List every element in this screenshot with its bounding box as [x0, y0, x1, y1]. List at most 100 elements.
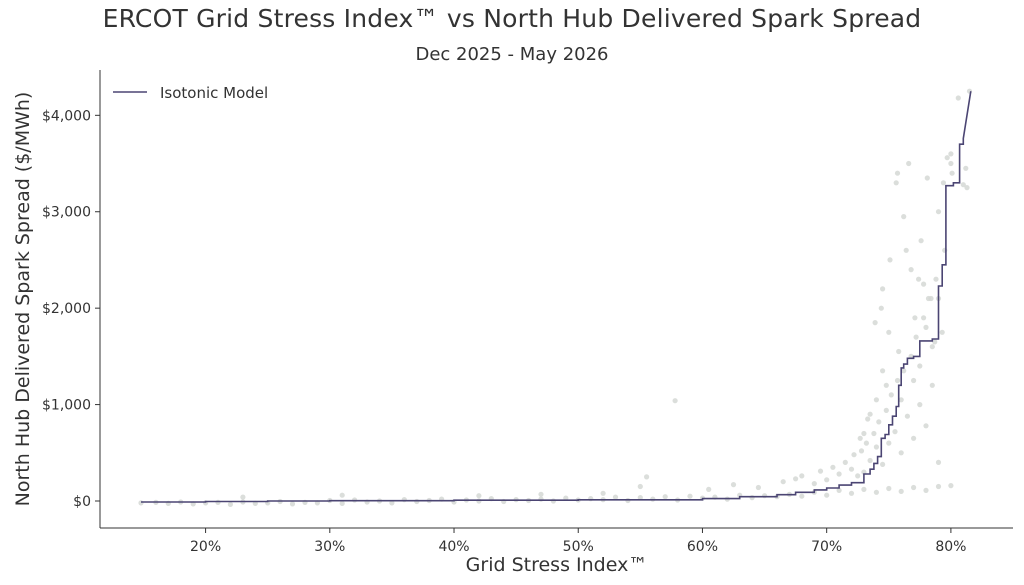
scatter-point [861, 430, 867, 437]
scatter-point [918, 238, 924, 244]
scatter-point [857, 435, 863, 441]
y-tick-label: $2,000 [42, 301, 91, 317]
scatter-point [880, 368, 886, 374]
scatter-point [911, 435, 917, 441]
scatter-point [894, 377, 901, 384]
scatter-point [830, 464, 836, 470]
scatter-point [749, 495, 755, 501]
scatter-point [960, 182, 966, 188]
scatter-point [836, 471, 842, 477]
scatter-point [901, 214, 907, 220]
legend: Isotonic Model [113, 84, 268, 102]
scatter-point [687, 493, 693, 499]
scatter-point [612, 494, 619, 500]
scatter-point [921, 281, 927, 287]
scatter-point [730, 482, 737, 488]
scatter-point [848, 490, 855, 496]
scatter-point [896, 348, 902, 355]
x-tick-label: 40% [438, 539, 469, 555]
scatter-point [706, 486, 712, 492]
x-axis-ticks: 20% 30% 40% 50% 60% 70% 80% [190, 528, 966, 555]
scatter-point [836, 487, 842, 493]
scatter-point [893, 180, 899, 186]
scatter-point [886, 329, 892, 335]
scatter-point [903, 247, 909, 253]
scatter-point [880, 461, 886, 467]
scatter-point [138, 500, 144, 506]
scatter-point [963, 165, 969, 171]
scatter-point [637, 495, 643, 501]
scatter-point [871, 430, 877, 437]
scatter-point [898, 450, 904, 456]
scatter-point [917, 402, 923, 408]
scatter-point [780, 479, 786, 485]
scatter-point [932, 339, 938, 345]
scatter-point [876, 419, 882, 425]
scatter-point [538, 491, 544, 497]
scatter-point [901, 368, 907, 374]
scatter-point [939, 329, 945, 335]
x-tick-label: 80% [935, 539, 966, 555]
y-axis-ticks: $0 $1,000 $2,000 $3,000 $4,000 [42, 108, 100, 510]
scatter-point [240, 494, 246, 500]
scatter-point [215, 499, 221, 505]
scatter-point [811, 481, 817, 487]
scatter-point [824, 477, 830, 483]
scatter-point [851, 452, 857, 458]
scatter-point [923, 423, 929, 429]
scatter-point [928, 295, 934, 302]
y-tick-label: $0 [73, 494, 91, 510]
scatter-point [948, 151, 954, 157]
scatter-point [389, 500, 395, 506]
scatter-point [476, 493, 482, 499]
scatter-point [865, 416, 871, 422]
scatter-point [793, 476, 799, 482]
scatter-point [755, 484, 762, 491]
scatter-point [867, 411, 873, 417]
scatter-point [886, 485, 892, 492]
x-tick-label: 70% [811, 539, 842, 555]
scatter-point [911, 377, 917, 384]
scatter-point [917, 363, 923, 369]
scatter-point [906, 160, 912, 167]
scatter-point [855, 473, 861, 479]
scatter-point [799, 473, 805, 479]
scatter-point [898, 488, 904, 494]
scatter-point [339, 492, 345, 498]
scatter-point [929, 344, 935, 350]
scatter-point [824, 492, 830, 498]
scatter-point [867, 457, 873, 464]
scatter-point [912, 315, 918, 321]
scatter-point [227, 501, 233, 507]
scatter-points [138, 88, 973, 507]
scatter-point [935, 483, 942, 490]
y-axis-title: North Hub Delivered Spark Spread ($/MWh) [12, 92, 34, 507]
scatter-point [940, 180, 947, 186]
scatter-point [848, 466, 855, 472]
isotonic-line-layer [141, 91, 972, 503]
scatter-point [929, 382, 935, 388]
scatter-point [904, 413, 911, 419]
scatter-point [883, 407, 889, 413]
chart-title: ERCOT Grid Stress Index™ vs North Hub De… [102, 4, 922, 33]
y-tick-label: $1,000 [42, 398, 91, 414]
y-tick-label: $4,000 [42, 108, 91, 124]
scatter-point [933, 276, 939, 282]
scatter-point [892, 429, 898, 435]
x-tick-label: 60% [687, 539, 718, 555]
scatter-point [887, 257, 893, 263]
scatter-point [935, 459, 942, 465]
scatter-point [817, 468, 824, 474]
scatter-point [863, 440, 870, 446]
scatter-point [878, 305, 884, 311]
scatter-point [858, 448, 865, 454]
scatter-point [948, 483, 954, 489]
scatter-point [600, 490, 606, 496]
scatter-point [894, 170, 901, 176]
scatter-point [842, 459, 848, 465]
scatter-point [886, 440, 892, 446]
scatter-point [339, 500, 345, 506]
scatter-point [880, 286, 886, 292]
scatter-point [799, 493, 805, 499]
